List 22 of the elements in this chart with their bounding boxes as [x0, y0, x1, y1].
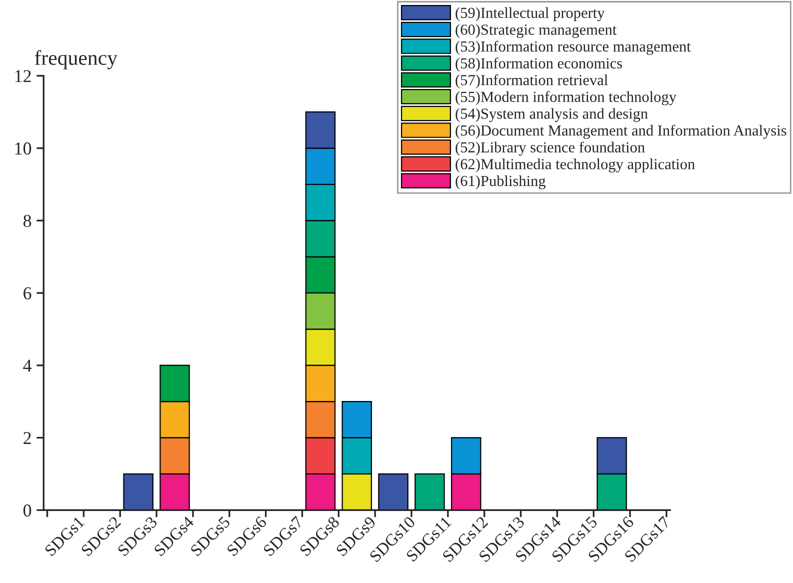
bar — [414, 473, 445, 510]
bar — [378, 473, 408, 510]
legend-label: (53)Information resource management — [456, 40, 691, 55]
legend-label: (55)Modern information technology — [456, 91, 676, 106]
legend-label: (59)Intellectual property — [456, 7, 605, 22]
legend-label: (54)System analysis and design — [456, 108, 648, 122]
legend-label: (60)Strategic management — [456, 24, 617, 38]
y-tick-label: 12 — [15, 70, 31, 82]
y-tick-label: 0 — [23, 504, 32, 517]
y-axis-title: frequency — [34, 50, 118, 70]
y-tick-label: 2 — [24, 432, 31, 444]
legend-label: (56)Document Management and Information Analysis — [456, 124, 786, 139]
legend-label: (62)Multimedia technology application — [456, 158, 695, 172]
legend-label: (61)Publishing — [456, 175, 546, 190]
y-tick-label: 10 — [15, 142, 32, 155]
y-tick-label: 4 — [23, 360, 32, 372]
legend-label: (58)Information economics — [456, 58, 622, 72]
legend-label: (52)Library science foundation — [456, 142, 645, 156]
bar — [123, 473, 154, 510]
y-tick-label: 6 — [24, 287, 32, 300]
legend-label: (57)Information retrieval — [456, 74, 608, 88]
y-tick-label: 8 — [23, 214, 32, 228]
